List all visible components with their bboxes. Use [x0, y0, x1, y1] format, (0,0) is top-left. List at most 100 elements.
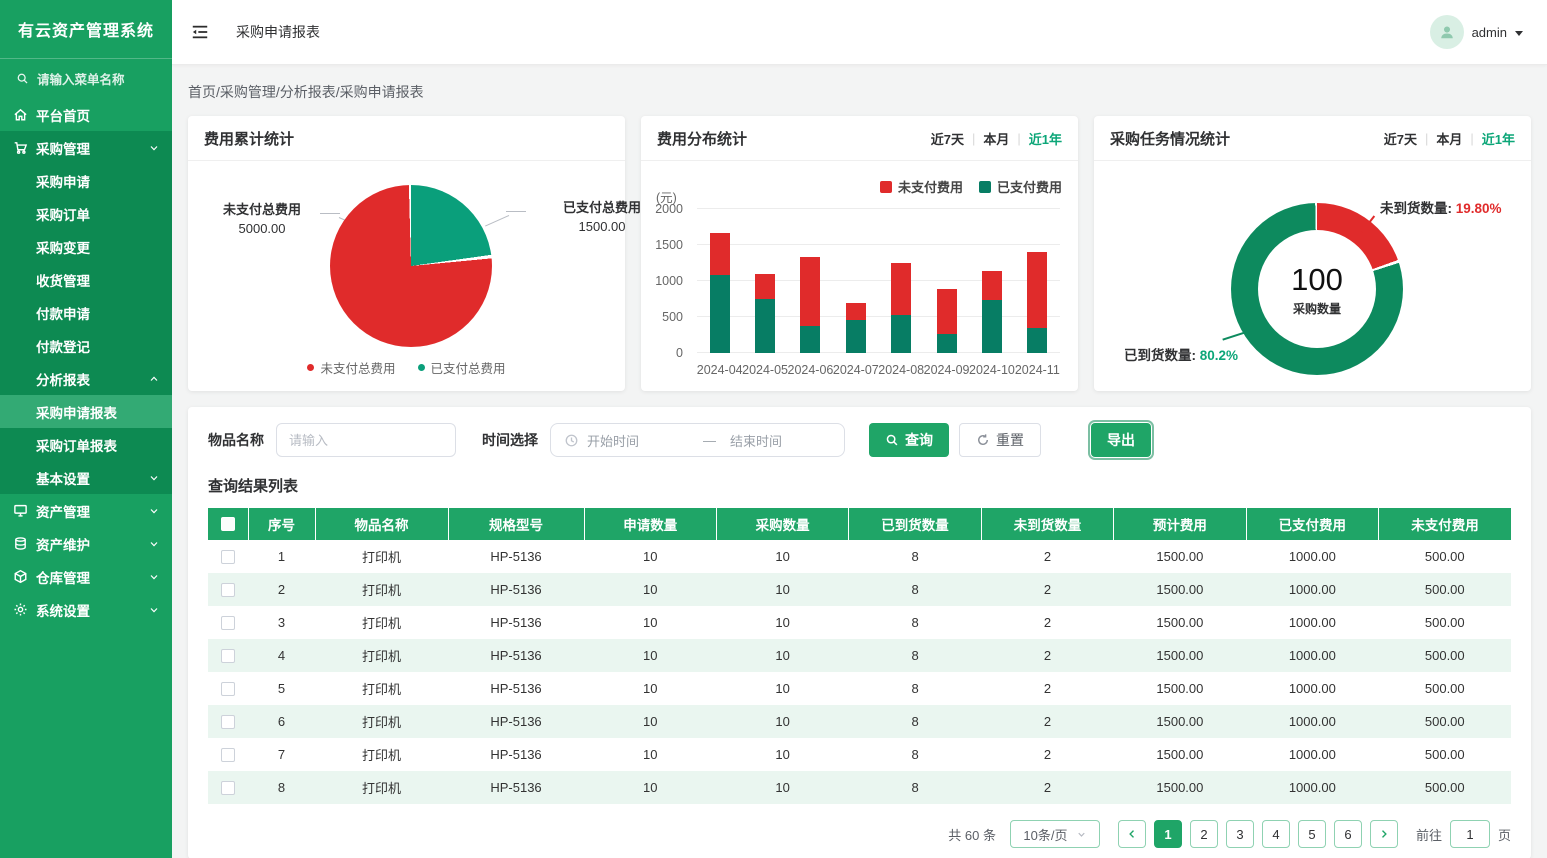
bar-unpaid-segment[interactable]	[891, 263, 912, 315]
bar-paid-segment[interactable]	[936, 333, 957, 353]
table-cell: 500.00	[1424, 747, 1465, 762]
row-checkbox[interactable]	[221, 648, 235, 663]
export-button[interactable]: 导出	[1091, 423, 1151, 457]
sidebar-item-采购申请[interactable]: 采购申请	[0, 164, 172, 197]
date-range-picker[interactable]: 开始时间 — 结束时间	[550, 423, 845, 457]
table-cell: 1000.00	[1288, 747, 1336, 762]
table-cell: 2	[981, 639, 1114, 672]
legend-item-已支付费用[interactable]: 已支付费用	[978, 177, 1062, 196]
collapse-sidebar-icon[interactable]	[190, 23, 210, 41]
sidebar-item-分析报表[interactable]: 分析报表	[0, 362, 172, 395]
goto-label: 前往	[1415, 827, 1442, 843]
select-all-checkbox[interactable]	[220, 517, 235, 531]
sidebar-item-采购变更[interactable]: 采购变更	[0, 230, 172, 263]
next-page-button[interactable]	[1369, 820, 1398, 848]
page-button-2[interactable]: 2	[1189, 820, 1218, 848]
page-button-4[interactable]: 4	[1261, 820, 1290, 848]
sidebar-item-平台首页[interactable]: 平台首页	[0, 98, 172, 131]
bar-chart-area: (元) 未支付费用 已支付费用 0 500 1000 1500 2000 2024-04 2…	[641, 161, 1078, 391]
table-cell: 8	[911, 747, 919, 762]
page-button-1[interactable]: 1	[1153, 820, 1182, 848]
row-checkbox[interactable]	[221, 747, 235, 762]
bar-paid-segment[interactable]	[891, 314, 912, 353]
table-cell: 2	[981, 705, 1114, 738]
page-title: 采购申请报表	[236, 24, 320, 40]
bar-2024-10	[981, 209, 1002, 353]
table-cell: 1000.00	[1246, 705, 1379, 738]
table-cell: 打印机	[315, 573, 448, 606]
gear-icon	[12, 602, 28, 618]
bar-paid-segment[interactable]	[709, 275, 730, 353]
row-checkbox[interactable]	[221, 549, 235, 564]
page-button-5[interactable]: 5	[1297, 820, 1326, 848]
sidebar-item-采购订单报表[interactable]: 采购订单报表	[0, 428, 172, 461]
row-checkbox[interactable]	[221, 780, 235, 795]
bar-paid-segment[interactable]	[981, 300, 1002, 353]
row-checkbox[interactable]	[221, 681, 235, 696]
tab-近1年[interactable]: 近1年	[1028, 131, 1062, 147]
bar-unpaid-segment[interactable]	[1027, 251, 1048, 328]
user-menu[interactable]: admin	[1429, 15, 1523, 49]
tab-本月[interactable]: 本月	[983, 131, 1010, 147]
sidebar-item-资产管理[interactable]: 资产管理	[0, 494, 172, 527]
table-cell: 打印机	[315, 639, 448, 672]
search-button[interactable]: 查询	[869, 423, 949, 457]
sidebar-item-仓库管理[interactable]: 仓库管理	[0, 560, 172, 593]
row-checkbox[interactable]	[221, 582, 235, 597]
legend-item-未支付费用[interactable]: 未支付费用	[879, 177, 963, 196]
bar-2024-07	[845, 209, 866, 353]
page-button-6[interactable]: 6	[1333, 820, 1362, 848]
table-header-row: 序号 物品名称 规格型号 申请数量 采购数量 已到货数量 未到货数量 预计费用 已支付费用 未支付…	[208, 508, 1511, 540]
page-size-select[interactable]: 10条/页	[1009, 820, 1100, 848]
tab-本月[interactable]: 本月	[1436, 131, 1463, 147]
sidebar-item-采购管理[interactable]: 采购管理	[0, 131, 172, 164]
column-header-未支付费用: 未支付费用	[1378, 508, 1511, 540]
row-checkbox[interactable]	[221, 714, 235, 729]
tab-近7天[interactable]: 近7天	[1383, 131, 1417, 147]
item-name-input[interactable]	[276, 423, 456, 457]
bar-unpaid-segment[interactable]	[755, 273, 776, 299]
clock-icon	[563, 432, 579, 448]
row-checkbox-cell	[208, 639, 248, 672]
legend-item-已支付总费用[interactable]: 已支付总费用	[417, 358, 506, 377]
sidebar-item-label: 资产管理	[36, 504, 90, 520]
bar-unpaid-segment[interactable]	[800, 256, 821, 327]
reset-button[interactable]: 重置	[959, 423, 1041, 457]
search-icon	[14, 71, 30, 87]
prev-page-button[interactable]	[1117, 820, 1146, 848]
sidebar-item-采购申请报表[interactable]: 采购申请报表	[0, 395, 172, 428]
bar-x-axis: 2024-04 2024-05 2024-06 2024-07 2024-08 2024-…	[697, 363, 1060, 381]
sidebar-item-基本设置[interactable]: 基本设置	[0, 461, 172, 494]
bar-unpaid-segment[interactable]	[936, 288, 957, 334]
sidebar-item-label: 付款登记	[36, 339, 90, 355]
goto-page-input[interactable]	[1449, 820, 1490, 848]
bar-paid-segment[interactable]	[755, 299, 776, 353]
bar-paid-segment[interactable]	[845, 319, 866, 353]
sidebar-menu: 平台首页 采购管理 采购申请 采购订单 采购变更 收货管理 付款申请付款登记分析报表 采购申请…	[0, 98, 172, 858]
legend-item-未支付总费用[interactable]: 未支付总费用	[307, 358, 396, 377]
table-cell: HP-5136	[448, 705, 584, 738]
start-time-placeholder: 开始时间	[587, 433, 640, 449]
sidebar-item-付款申请[interactable]: 付款申请	[0, 296, 172, 329]
bar-paid-segment[interactable]	[800, 326, 821, 353]
bar-unpaid-segment[interactable]	[845, 303, 866, 320]
y-tick-label: 1000	[655, 274, 683, 288]
sidebar-item-收货管理[interactable]: 收货管理	[0, 263, 172, 296]
row-checkbox[interactable]	[221, 615, 235, 630]
select-all-header-cell	[208, 508, 249, 540]
bar-unpaid-segment[interactable]	[709, 232, 730, 276]
x-tick-label: 2024-06	[787, 363, 834, 377]
bar-paid-segment[interactable]	[1027, 327, 1048, 353]
sidebar-item-采购订单[interactable]: 采购订单	[0, 197, 172, 230]
sidebar-item-系统设置[interactable]: 系统设置	[0, 593, 172, 626]
row-checkbox-cell	[208, 540, 248, 573]
table-cell: 1	[277, 549, 286, 564]
sidebar-item-付款登记[interactable]: 付款登记	[0, 329, 172, 362]
page-button-3[interactable]: 3	[1225, 820, 1254, 848]
bar-unpaid-segment[interactable]	[981, 270, 1002, 301]
tab-近7天[interactable]: 近7天	[930, 131, 964, 147]
table-cell: HP-5136	[490, 615, 542, 630]
tab-近1年[interactable]: 近1年	[1481, 131, 1515, 147]
menu-search-input[interactable]: 请输入菜单名称	[0, 58, 172, 98]
sidebar-item-资产维护[interactable]: 资产维护	[0, 527, 172, 560]
